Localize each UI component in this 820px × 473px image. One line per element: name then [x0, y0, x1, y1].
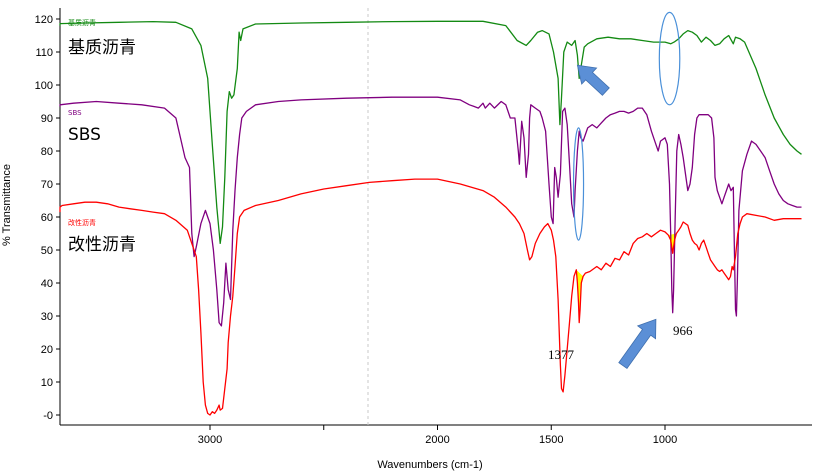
series-label-2: SBS: [68, 125, 101, 145]
series-lines: [59, 20, 802, 416]
y-tick-label: 120: [35, 14, 53, 26]
x-axis-ticks: 3000 2000 1500 1000: [198, 425, 677, 446]
x-tick-label: 1000: [653, 434, 677, 446]
y-axis-title: % Transmittance: [1, 164, 13, 246]
y-tick-label: 40: [41, 278, 53, 290]
y-tick-label: 70: [41, 179, 53, 191]
peak-label-966: 966: [673, 323, 693, 338]
series-label-3: 改性沥青: [68, 235, 136, 255]
pointer-arrow: [576, 64, 610, 96]
y-tick-label: 90: [41, 113, 53, 125]
series-small-label-1: 基质沥青: [68, 18, 96, 27]
y-tick-label: 50: [41, 245, 53, 257]
y-tick-label: 110: [35, 47, 53, 59]
y-tick-label: 30: [41, 311, 53, 323]
pointer-arrow: [618, 318, 657, 369]
series-small-label-2: SBS: [68, 109, 82, 117]
y-tick-label: -0: [43, 410, 53, 422]
y-tick-label: 20: [41, 344, 53, 356]
x-tick-label: 3000: [198, 434, 222, 446]
peak-label-1377: 1377: [548, 347, 575, 362]
series-small-label-3: 改性沥青: [68, 218, 96, 227]
y-tick-label: 100: [35, 80, 53, 92]
highlight-ellipse: [658, 11, 681, 106]
y-tick-label: 80: [41, 146, 53, 158]
highlight-ellipse: [572, 127, 585, 241]
series-line-2: [59, 96, 802, 327]
series-line-3: [59, 178, 802, 416]
y-tick-label: 60: [41, 212, 53, 224]
annotation-shapes: [572, 11, 681, 369]
series-label-1: 基质沥青: [68, 38, 136, 58]
series-line-1: [59, 20, 802, 245]
y-axis-ticks: -0 10 20 30 40 50 60 70 80 90 100 110 120: [35, 14, 60, 422]
x-tick-label: 2000: [425, 434, 449, 446]
x-tick-label: 1500: [539, 434, 563, 446]
x-axis-title: Wavenumbers (cm-1): [377, 459, 482, 471]
y-tick-label: 10: [41, 377, 53, 389]
